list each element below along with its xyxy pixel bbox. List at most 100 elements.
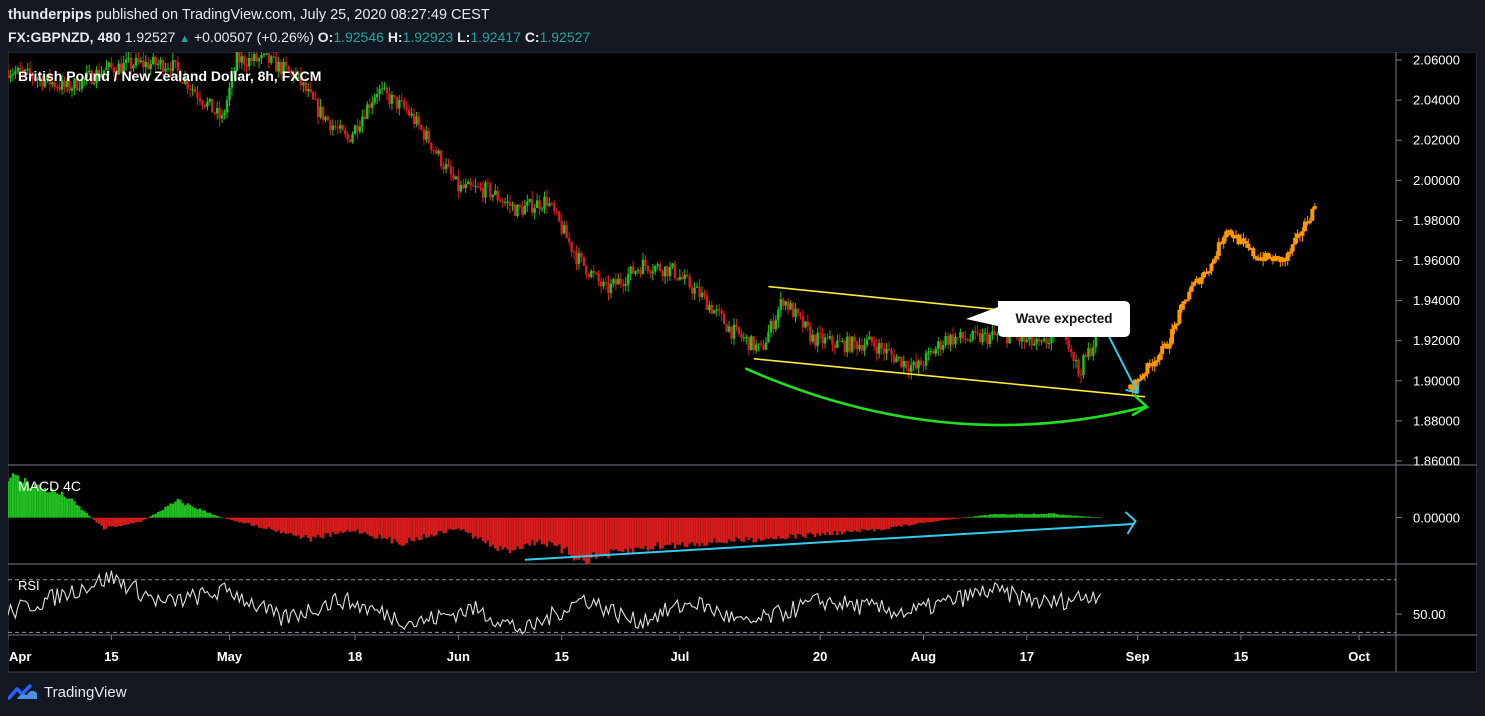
price-candle (169, 68, 172, 71)
macd-bar (149, 516, 152, 518)
price-candle (565, 225, 568, 239)
price-candle (750, 336, 753, 351)
macd-bar (641, 517, 645, 549)
price-candles (8, 52, 1102, 384)
price-candle (782, 299, 785, 306)
chart-area[interactable]: Wave expected British Pound / New Zealan… (8, 52, 1477, 676)
macd-bar (444, 517, 448, 533)
macd-bar (343, 517, 347, 533)
tradingview-footer[interactable]: TradingView (8, 683, 127, 701)
price-candle (818, 332, 822, 334)
macd-bar (565, 517, 568, 548)
time-tick-label: 17 (1020, 649, 1034, 664)
macd-bar (1001, 514, 1004, 518)
macd-bar (794, 517, 797, 539)
price-candle (188, 88, 192, 90)
price-candle (134, 57, 138, 66)
projected-candle (1142, 373, 1147, 376)
price-candle (978, 333, 982, 342)
price-candle (326, 116, 330, 121)
green-curve-arrow[interactable] (744, 367, 1147, 427)
macd-bar (161, 510, 165, 518)
price-candle (1045, 338, 1048, 345)
macd-bar (636, 517, 640, 548)
macd-bar (777, 517, 780, 537)
channel-lower-line[interactable] (753, 357, 1146, 398)
price-candle (772, 320, 775, 330)
macd-bar (580, 517, 583, 556)
price-candle (368, 104, 371, 108)
price-candle (339, 125, 342, 129)
macd-bar (309, 517, 312, 542)
price-candle (732, 324, 736, 339)
macd-bar (740, 517, 743, 542)
price-candle (469, 181, 472, 186)
price-candle (462, 184, 465, 189)
macd-bar (853, 517, 856, 531)
price-candle (764, 342, 768, 350)
macd-bar (462, 517, 465, 530)
drop-arrow-line[interactable] (1107, 334, 1139, 394)
macd-bar (302, 517, 305, 538)
price-candle (144, 61, 148, 68)
macd-bar (619, 517, 622, 552)
macd-bar (245, 517, 248, 523)
price-candle (868, 336, 871, 340)
macd-bar (814, 517, 817, 537)
macd-bar (656, 517, 659, 543)
macd-bar (609, 517, 613, 550)
macd-divergence-line[interactable] (524, 522, 1134, 561)
macd-bar (887, 517, 891, 529)
macd-bar (68, 498, 71, 518)
price-candle (887, 348, 891, 351)
macd-bar (83, 511, 86, 518)
macd-bar (174, 501, 177, 518)
macd-bar (100, 517, 103, 526)
price-candle (501, 201, 504, 203)
projected-candle (1236, 234, 1241, 245)
macd-bar (816, 517, 819, 534)
macd-bar (860, 517, 864, 530)
price-candle (863, 345, 866, 351)
price-candle (558, 211, 561, 222)
macd-bar (501, 517, 504, 550)
price-candle (513, 204, 517, 216)
macd-bar (339, 517, 342, 532)
price-candle (882, 348, 886, 354)
price-candle (385, 87, 389, 94)
macd-bar (494, 517, 497, 549)
projected-candle (1278, 256, 1283, 263)
macd-bar (267, 517, 271, 528)
macd-bar (676, 517, 679, 545)
price-candle (147, 61, 150, 69)
macd-bar (179, 499, 182, 518)
price-candle (511, 204, 514, 206)
macd-bar (1079, 516, 1083, 518)
macd-bar (818, 517, 822, 536)
price-tick-label: 1.94000 (1413, 293, 1460, 308)
price-candle (225, 100, 229, 113)
macd-bar (105, 517, 108, 529)
callout-bubble (966, 301, 1130, 337)
macd-bar (284, 517, 288, 534)
low-value: 1.92417 (470, 29, 521, 45)
wave-callout[interactable]: Wave expected (966, 301, 1130, 337)
macd-bar (996, 514, 999, 518)
projected-candle (1310, 208, 1315, 221)
curve-arrowhead (1131, 394, 1150, 417)
macd-bar (471, 517, 475, 539)
price-candle (277, 61, 280, 72)
author-name[interactable]: thunderpips (8, 7, 92, 23)
price-candle (1092, 347, 1095, 356)
projected-candle (1273, 256, 1278, 262)
macd-bar (1069, 515, 1073, 518)
projected-candle (1258, 257, 1263, 260)
macd-bar (801, 517, 805, 537)
macd-bar (275, 517, 278, 532)
price-candle (1005, 331, 1009, 344)
price-candle (759, 343, 763, 345)
macd-bar (183, 505, 187, 518)
price-candle (452, 174, 455, 180)
macd-bar (511, 517, 514, 551)
price-candle (907, 368, 910, 372)
